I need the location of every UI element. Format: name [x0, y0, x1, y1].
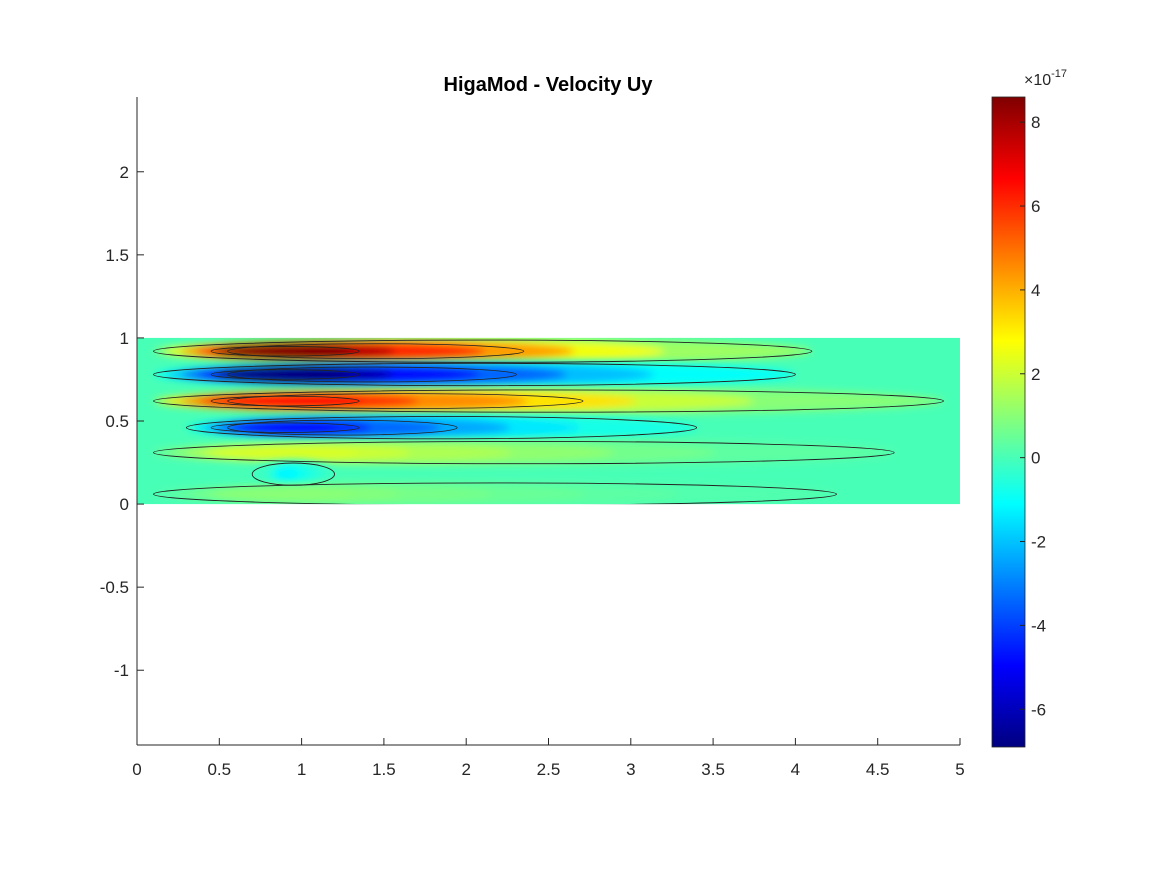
field-band	[153, 438, 895, 467]
contour-line	[227, 366, 517, 383]
field-band	[153, 360, 796, 389]
contour-lines	[153, 339, 944, 505]
contour-line	[227, 419, 458, 436]
x-tick-label: 5	[955, 760, 964, 779]
x-tick-label: 0	[132, 760, 141, 779]
colorbar-tick-label: 6	[1031, 197, 1040, 216]
contour-line	[210, 346, 360, 357]
contour-line	[153, 362, 796, 387]
field-band	[153, 337, 812, 365]
x-axis: 0 0.5 1 1.5 2 2.5 3 3.5 4 4.5 5	[132, 738, 965, 779]
y-tick-label: 1	[120, 329, 129, 348]
contour-line	[227, 343, 525, 360]
x-tick-label: 3.5	[701, 760, 725, 779]
y-tick-label: 0	[120, 495, 129, 514]
field-band	[252, 460, 335, 488]
field-level	[234, 419, 337, 436]
y-tick-label: 2	[120, 163, 129, 182]
contour-line	[153, 389, 944, 413]
field-band	[153, 387, 944, 415]
y-tick-label: 1.5	[105, 246, 129, 265]
colorbar: -6 -4 -2 0 2 4 6 8 ×10-17	[991, 68, 1067, 748]
x-tick-label: 1.5	[372, 760, 396, 779]
y-tick-label: 0.5	[105, 412, 129, 431]
colorbar-tick-label: 0	[1031, 449, 1040, 468]
colorbar-tick-label: 2	[1031, 365, 1040, 384]
colorbar-exponent-power: -17	[1051, 68, 1067, 80]
field-band	[153, 480, 837, 505]
chart-title: HigaMod - Velocity Uy	[444, 74, 654, 96]
field-level	[211, 444, 360, 461]
x-tick-label: 2.5	[537, 760, 561, 779]
colorbar-tick-label: -2	[1031, 533, 1046, 552]
field-level	[276, 466, 294, 483]
contour-line	[153, 339, 813, 363]
contour-line	[185, 416, 698, 440]
field-level	[216, 486, 354, 503]
plot-area	[137, 337, 960, 505]
colorbar-tick-label: 4	[1031, 281, 1040, 300]
colorbar-exponent: ×10-17	[1024, 68, 1067, 89]
contour-line	[210, 395, 360, 407]
x-tick-label: 0.5	[207, 760, 231, 779]
colorbar-gradient	[991, 96, 1026, 748]
colorbar-tick-label: -6	[1031, 700, 1046, 719]
x-tick-label: 4.5	[866, 760, 890, 779]
contour-line	[210, 369, 360, 380]
y-tick-label: -1	[114, 661, 129, 680]
field-band	[186, 414, 697, 442]
colorbar-exponent-base: ×10	[1024, 72, 1051, 89]
x-tick-label: 2	[461, 760, 470, 779]
y-axis: -1 -0.5 0 0.5 1 1.5 2	[100, 97, 144, 745]
contour-line	[153, 482, 837, 505]
contour-line	[227, 393, 584, 409]
contour-line	[210, 422, 360, 433]
contour-line	[153, 440, 895, 465]
x-tick-label: 1	[297, 760, 306, 779]
y-tick-label: -0.5	[100, 578, 129, 597]
colorbar-tick-label: -4	[1031, 616, 1046, 635]
colorbar-tick-label: 8	[1031, 113, 1040, 132]
x-tick-label: 4	[791, 760, 800, 779]
colorbar-ticks: -6 -4 -2 0 2 4 6 8	[1020, 113, 1046, 719]
x-tick-label: 3	[626, 760, 635, 779]
